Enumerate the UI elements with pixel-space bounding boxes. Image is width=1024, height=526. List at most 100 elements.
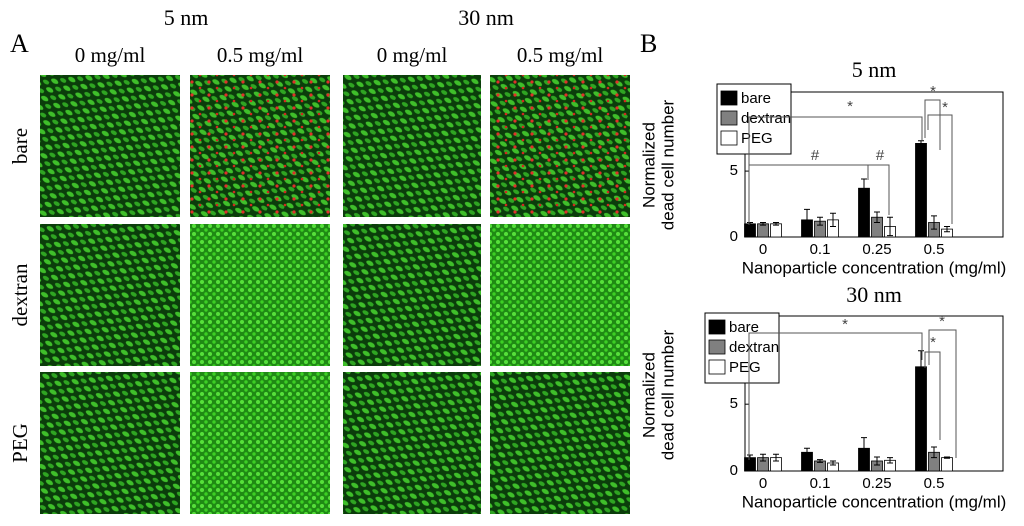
error-bar — [804, 447, 810, 457]
significance-mark: * — [847, 98, 853, 115]
significance-mark: # — [811, 147, 820, 164]
x-tick-label: 0.1 — [810, 475, 831, 492]
micrograph — [190, 224, 330, 366]
significance-bracket — [928, 329, 957, 458]
y-axis-label: Normalized — [639, 122, 658, 208]
significance-mark: # — [876, 147, 885, 164]
panel-label: B — [640, 29, 657, 58]
error-bar — [861, 178, 867, 198]
error-bar — [817, 216, 823, 226]
x-tick-label: 0 — [759, 241, 767, 258]
micrograph — [490, 372, 630, 514]
error-bar — [817, 459, 823, 463]
column-header: 0.5 mg/ml — [517, 43, 604, 67]
x-axis-label: Nanoparticle concentration (mg/ml) — [742, 258, 1007, 277]
significance-mark: * — [930, 334, 936, 351]
legend-label: bare — [729, 319, 759, 336]
error-bar — [747, 222, 753, 226]
significance-bracket — [927, 114, 953, 224]
significance-mark: * — [942, 99, 948, 116]
significance-bracket — [924, 351, 941, 440]
micrograph — [190, 372, 330, 514]
column-header: 0 mg/ml — [377, 43, 448, 67]
micrograph — [343, 75, 481, 217]
legend-label: PEG — [729, 359, 761, 376]
bar — [915, 143, 927, 238]
x-tick-label: 0.25 — [862, 241, 891, 258]
error-bar — [830, 460, 836, 466]
error-bar — [804, 208, 810, 231]
micrograph — [40, 75, 180, 217]
bar — [744, 223, 756, 238]
micrograph — [490, 224, 630, 366]
micrograph — [40, 372, 180, 514]
size-header: 30 nm — [458, 5, 514, 30]
significance-mark: * — [842, 316, 848, 333]
error-bar — [773, 222, 779, 226]
legend-swatch — [708, 359, 726, 375]
dead-cell-stain — [190, 75, 330, 217]
legend-label: dextran — [741, 110, 791, 127]
significance-mark: * — [930, 83, 936, 100]
row-label: PEG — [8, 423, 32, 463]
bar — [941, 457, 953, 472]
x-tick-label: 0 — [759, 475, 767, 492]
x-tick-label: 0.5 — [924, 475, 945, 492]
error-bar — [944, 456, 950, 459]
micrograph — [343, 224, 481, 366]
legend-swatch — [720, 90, 738, 106]
error-bar — [760, 222, 766, 226]
y-tick-label: 0 — [730, 228, 738, 245]
error-bar — [931, 215, 937, 230]
y-axis-label: Normalized — [639, 352, 658, 438]
legend-label: PEG — [741, 130, 773, 147]
y-tick-label: 5 — [730, 395, 738, 412]
error-bar — [887, 457, 893, 464]
y-tick-label: 5 — [730, 162, 738, 179]
x-tick-label: 0.5 — [924, 241, 945, 258]
bar — [757, 223, 769, 238]
y-axis-label: dead cell number — [658, 99, 677, 230]
legend-swatch — [708, 339, 726, 355]
bar — [770, 223, 782, 238]
significance-bracket — [748, 332, 923, 460]
significance-bracket — [748, 164, 869, 225]
error-bar — [944, 225, 950, 233]
row-label: dextran — [8, 263, 32, 326]
error-bar — [760, 453, 766, 462]
legend-swatch — [708, 319, 726, 335]
legend-swatch — [720, 130, 738, 146]
legend-label: dextran — [729, 339, 779, 356]
micrograph — [40, 224, 180, 366]
size-header: 5 nm — [164, 5, 209, 30]
significance-bracket — [867, 164, 890, 215]
significance-bracket — [924, 99, 941, 150]
error-bar — [861, 437, 867, 460]
significance-mark: * — [939, 313, 945, 330]
error-bar — [887, 216, 893, 237]
panel-label: A — [10, 29, 29, 58]
error-bar — [773, 453, 779, 462]
error-bar — [830, 212, 836, 227]
error-bar — [747, 454, 753, 461]
row-label: bare — [8, 128, 32, 164]
column-header: 0 mg/ml — [75, 43, 146, 67]
error-bar — [874, 456, 880, 466]
error-bar — [931, 446, 937, 459]
error-bar — [918, 350, 924, 384]
chart-title: 30 nm — [846, 282, 902, 307]
chart-title: 5 nm — [852, 57, 897, 82]
plot-frame — [744, 315, 1004, 472]
error-bar — [874, 211, 880, 223]
dead-cell-stain — [490, 75, 630, 217]
legend-label: bare — [741, 90, 771, 107]
y-tick-label: 0 — [730, 462, 738, 479]
y-axis-label: dead cell number — [658, 329, 677, 460]
column-header: 0.5 mg/ml — [217, 43, 304, 67]
x-tick-label: 0.1 — [810, 241, 831, 258]
micrograph — [343, 372, 481, 514]
legend-swatch — [720, 110, 738, 126]
error-bar — [918, 140, 924, 147]
x-axis-label: Nanoparticle concentration (mg/ml) — [742, 492, 1007, 511]
